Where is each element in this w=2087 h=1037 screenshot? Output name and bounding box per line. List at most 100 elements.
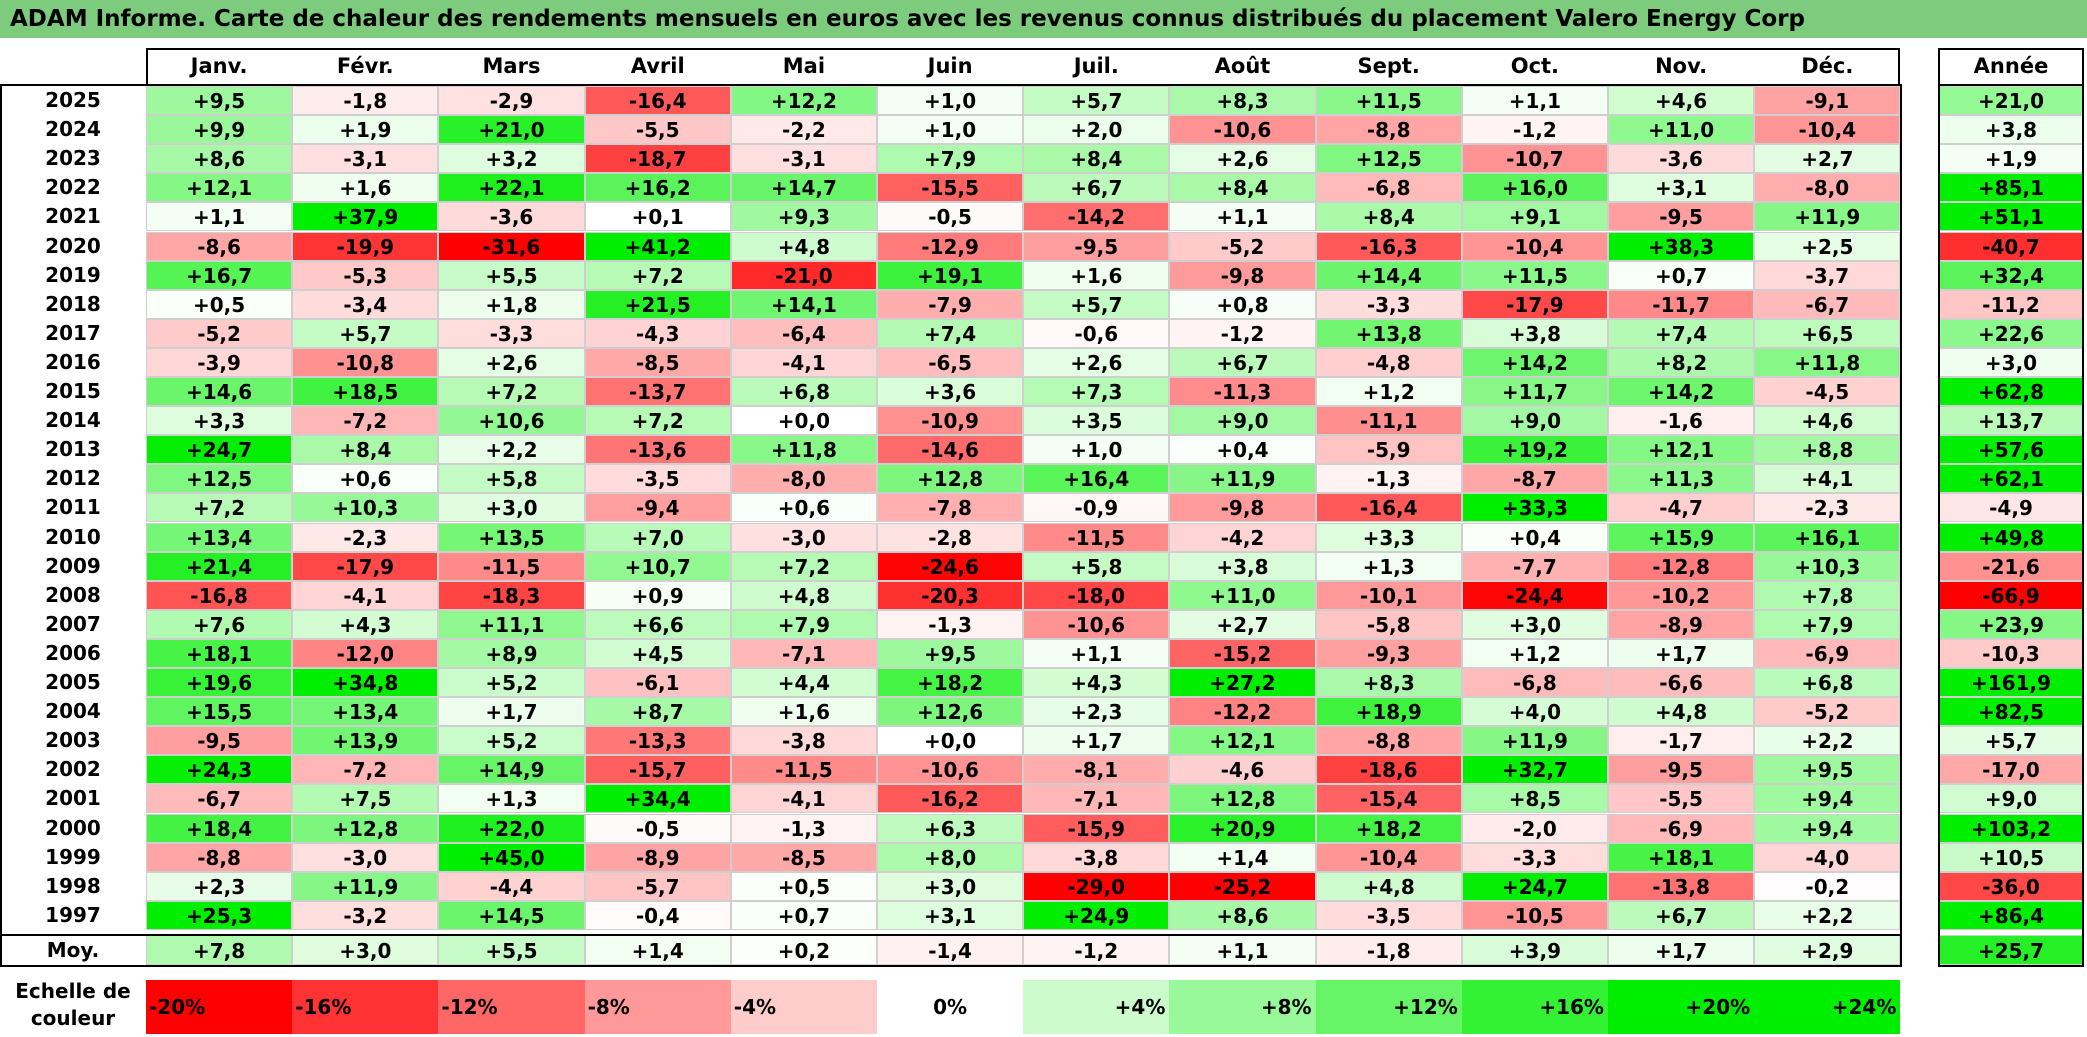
heatmap-cell: -8,7 [1461,464,1608,494]
heatmap-cell: +8,4 [292,435,439,465]
heatmap-cell: +1,4 [1169,842,1316,872]
heatmap-cell: +7,2 [146,493,293,523]
heatmap-cell: +18,1 [146,638,293,668]
color-scale-step: +8% [1169,980,1316,1034]
heatmap-cell: -16,2 [877,784,1024,814]
row-label: 2025 [45,88,101,112]
average-cell: +3,0 [292,935,439,965]
heatmap-cell: +2,5 [1754,231,1901,261]
heatmap-cell: +2,2 [1754,900,1901,930]
row-label: 2019 [45,262,101,287]
year-total-cell: +103,2 [1938,813,2084,843]
heatmap-cell: -0,9 [1023,493,1170,523]
heatmap-cell: +0,4 [1461,522,1608,552]
color-scale-label: Echelle de couleur [15,979,131,1030]
year-total-cell: -11,2 [1938,289,2084,319]
average-cell: +7,8 [146,935,293,965]
heatmap-cell: +4,3 [292,609,439,639]
heatmap-cell: -13,7 [584,377,731,407]
row-label: 1997 [45,902,101,927]
heatmap-cell: -4,1 [730,784,877,814]
row-label: 2018 [45,291,101,316]
heatmap-cell: +1,8 [438,289,585,319]
year-total-cell: -36,0 [1938,871,2084,901]
heatmap-cell: -5,5 [584,115,731,145]
heatmap-cell: +13,8 [1315,318,1462,348]
heatmap-cell: +11,3 [1608,464,1755,494]
heatmap-cell: +11,8 [730,435,877,465]
heatmap-cell: -1,7 [1608,726,1755,756]
heatmap-cell: +1,6 [1023,260,1170,290]
heatmap-cell: -9,8 [1169,260,1316,290]
heatmap-cell: +1,7 [438,697,585,727]
heatmap-cell: +24,3 [146,755,293,785]
heatmap-cell: +10,3 [1754,551,1901,581]
heatmap-cell: +19,1 [877,260,1024,290]
row-label: 2000 [45,815,101,840]
heatmap-cell: -5,3 [292,260,439,290]
heatmap-cell: -13,8 [1608,871,1755,901]
heatmap-cell: -7,2 [292,755,439,785]
heatmap-cell: +11,9 [1169,464,1316,494]
year-total-cell: +85,1 [1938,173,2084,203]
heatmap-cell: +45,0 [438,842,585,872]
average-year-cell: +25,7 [1938,935,2084,965]
heatmap-cell: +7,2 [584,406,731,436]
heatmap-cell: -3,6 [1608,144,1755,174]
heatmap-cell: -3,9 [146,347,293,377]
heatmap-cell: -7,7 [1461,551,1608,581]
average-divider [0,934,1903,936]
heatmap-cell: +12,1 [1169,726,1316,756]
heatmap-cell: -2,8 [877,522,1024,552]
average-cell: -1,2 [1023,935,1170,965]
row-label: 2006 [45,640,101,665]
heatmap-cell: -8,8 [146,842,293,872]
average-row-label: Moy. [46,938,100,962]
heatmap-cell: +38,3 [1608,231,1755,261]
heatmap-cell: +11,8 [1754,347,1901,377]
heatmap-cell: +27,2 [1169,668,1316,698]
heatmap-cell: -9,5 [1023,231,1170,261]
heatmap-cell: +12,6 [877,697,1024,727]
color-scale-step: -20% [146,980,293,1034]
heatmap-cell: +4,0 [1461,697,1608,727]
heatmap-cell: -9,8 [1169,493,1316,523]
heatmap-cell: -3,3 [438,318,585,348]
heatmap-cell: +3,8 [1461,318,1608,348]
heatmap-cell: -5,2 [1754,697,1901,727]
heatmap-cell: -9,5 [1608,755,1755,785]
color-scale-step: +24% [1754,980,1901,1034]
heatmap-cell: +0,0 [730,406,877,436]
heatmap-cell: +6,8 [730,377,877,407]
heatmap-cell: -21,0 [730,260,877,290]
row-label: 2002 [45,757,101,782]
heatmap-cell: +14,7 [730,173,877,203]
heatmap-cell: +4,4 [730,668,877,698]
row-label: 2012 [45,466,101,491]
heatmap-cell: +20,9 [1169,813,1316,843]
heatmap-cell: -11,5 [1023,522,1170,552]
heatmap-cell: +7,4 [877,318,1024,348]
row-label: 2023 [45,146,101,171]
heatmap-cell: +25,3 [146,900,293,930]
heatmap-cell: -16,4 [584,86,731,116]
heatmap-cell: -8,8 [1315,726,1462,756]
heatmap-cell: +11,5 [1461,260,1608,290]
heatmap-cell: +12,8 [877,464,1024,494]
heatmap-cell: +0,4 [1169,435,1316,465]
column-header: Juil. [1073,54,1119,78]
row-label: 2007 [45,611,101,636]
heatmap-cell: -8,1 [1023,755,1170,785]
heatmap-cell: -0,4 [584,900,731,930]
heatmap-cell: +37,9 [292,202,439,232]
heatmap-cell: +7,3 [1023,377,1170,407]
heatmap-cell: +4,6 [1754,406,1901,436]
heatmap-cell: +8,7 [584,697,731,727]
heatmap-cell: -13,3 [584,726,731,756]
heatmap-cell: -7,9 [877,289,1024,319]
heatmap-cell: +14,1 [730,289,877,319]
heatmap-cell: -4,0 [1754,842,1901,872]
heatmap-cell: -5,7 [584,871,731,901]
heatmap-cell: -12,2 [1169,697,1316,727]
heatmap-cell: -13,6 [584,435,731,465]
